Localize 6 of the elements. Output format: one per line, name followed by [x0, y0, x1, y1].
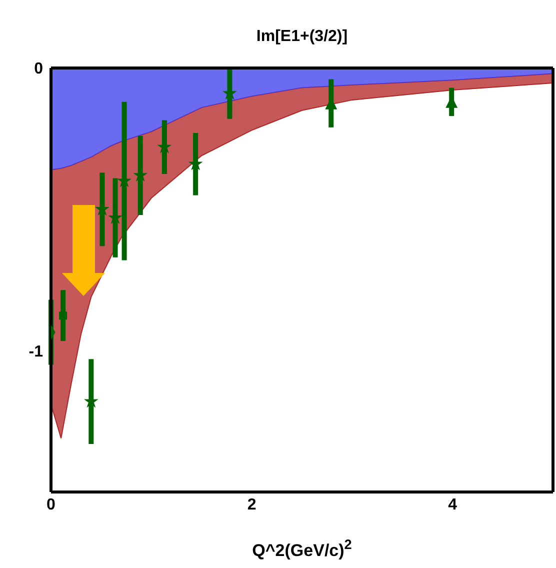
x-axis-title: Q^2(GeV/c)$^{2}$ [252, 536, 352, 560]
x-tick-label: 4 [448, 496, 458, 514]
y-tick-label: -1 [28, 343, 44, 360]
chart-title: Im[E1+(3/2)] [255, 28, 349, 46]
x-tick-label: 0 [46, 496, 56, 514]
x-tick-label: 2 [247, 496, 256, 514]
